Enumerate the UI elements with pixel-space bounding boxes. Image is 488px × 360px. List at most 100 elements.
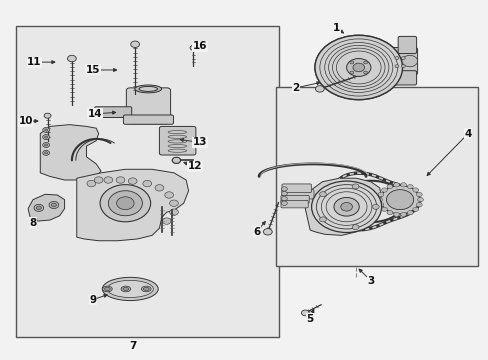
Circle shape: [281, 197, 287, 201]
Text: 1: 1: [333, 23, 340, 33]
Circle shape: [314, 35, 402, 100]
Circle shape: [130, 41, 139, 48]
Text: 2: 2: [292, 83, 299, 93]
Circle shape: [352, 63, 364, 72]
Circle shape: [44, 136, 47, 138]
Circle shape: [393, 212, 399, 217]
Circle shape: [394, 57, 398, 59]
Ellipse shape: [135, 85, 161, 93]
Circle shape: [349, 61, 353, 64]
Text: 12: 12: [187, 161, 202, 171]
Circle shape: [94, 177, 103, 183]
Circle shape: [349, 71, 353, 74]
Ellipse shape: [141, 286, 151, 292]
Ellipse shape: [121, 286, 130, 292]
Text: 7: 7: [129, 341, 136, 351]
Circle shape: [44, 152, 47, 154]
Circle shape: [155, 185, 163, 191]
Circle shape: [319, 192, 326, 197]
Circle shape: [162, 218, 171, 224]
Circle shape: [169, 209, 178, 215]
Text: 10: 10: [19, 116, 33, 126]
Circle shape: [44, 113, 51, 118]
Circle shape: [381, 207, 386, 211]
Ellipse shape: [102, 286, 112, 292]
FancyBboxPatch shape: [95, 107, 131, 117]
FancyBboxPatch shape: [159, 126, 196, 155]
Circle shape: [51, 203, 56, 207]
Text: 4: 4: [464, 129, 471, 139]
Circle shape: [319, 217, 326, 222]
Text: 16: 16: [192, 41, 206, 51]
FancyBboxPatch shape: [397, 36, 416, 54]
Ellipse shape: [107, 280, 153, 297]
Circle shape: [67, 55, 76, 62]
Text: 11: 11: [27, 57, 41, 67]
Text: 6: 6: [252, 227, 260, 237]
Circle shape: [142, 180, 151, 187]
Circle shape: [340, 203, 352, 211]
Circle shape: [190, 45, 197, 50]
Circle shape: [363, 71, 367, 74]
Circle shape: [407, 185, 412, 189]
Circle shape: [169, 200, 178, 206]
Circle shape: [333, 198, 359, 216]
Circle shape: [386, 211, 392, 215]
Circle shape: [417, 198, 423, 202]
Circle shape: [87, 180, 96, 187]
Circle shape: [407, 211, 412, 215]
Ellipse shape: [104, 287, 110, 291]
Text: 8: 8: [29, 218, 37, 228]
Text: 14: 14: [87, 109, 102, 119]
Polygon shape: [28, 194, 64, 221]
Circle shape: [412, 188, 418, 192]
Circle shape: [415, 203, 421, 207]
Circle shape: [164, 192, 173, 198]
Circle shape: [380, 185, 419, 214]
Ellipse shape: [102, 277, 158, 301]
Circle shape: [42, 135, 49, 140]
Circle shape: [346, 59, 370, 76]
Polygon shape: [305, 178, 381, 235]
Circle shape: [36, 206, 41, 210]
Circle shape: [128, 178, 137, 184]
Circle shape: [400, 183, 406, 187]
Circle shape: [42, 150, 49, 156]
Circle shape: [44, 129, 47, 131]
FancyBboxPatch shape: [16, 26, 278, 337]
FancyBboxPatch shape: [123, 115, 173, 124]
Circle shape: [386, 185, 392, 189]
Circle shape: [376, 198, 382, 202]
FancyBboxPatch shape: [126, 88, 170, 124]
FancyBboxPatch shape: [282, 190, 313, 199]
Polygon shape: [77, 169, 188, 241]
Text: 9: 9: [89, 295, 96, 305]
Circle shape: [281, 201, 287, 205]
Circle shape: [351, 184, 358, 189]
Circle shape: [415, 192, 421, 197]
Circle shape: [104, 177, 113, 183]
Circle shape: [34, 204, 43, 211]
Circle shape: [314, 35, 402, 100]
Circle shape: [401, 57, 405, 59]
Text: 3: 3: [366, 276, 374, 286]
FancyBboxPatch shape: [387, 71, 416, 85]
Text: 15: 15: [85, 65, 100, 75]
Circle shape: [315, 86, 324, 92]
Circle shape: [386, 190, 413, 210]
Circle shape: [44, 144, 47, 146]
Circle shape: [393, 183, 399, 187]
Circle shape: [301, 310, 308, 316]
Circle shape: [377, 203, 383, 207]
Circle shape: [281, 192, 287, 196]
Ellipse shape: [143, 287, 149, 291]
Circle shape: [100, 185, 150, 222]
Circle shape: [42, 127, 49, 132]
Circle shape: [381, 188, 386, 192]
FancyBboxPatch shape: [282, 184, 311, 193]
Circle shape: [401, 65, 405, 68]
Circle shape: [401, 55, 417, 67]
Circle shape: [377, 192, 383, 197]
FancyBboxPatch shape: [276, 87, 477, 266]
Polygon shape: [40, 125, 101, 180]
